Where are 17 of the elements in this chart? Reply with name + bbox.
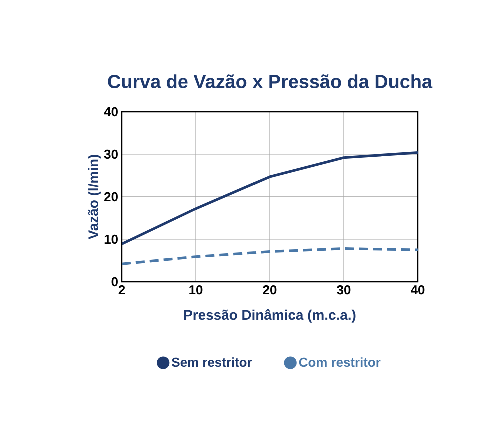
x-tick-label: 10 (190, 286, 203, 295)
y-tick-label: 30 (104, 150, 118, 160)
line-series (122, 151, 418, 246)
x-tick-label: 40 (411, 286, 425, 295)
line-series (122, 248, 418, 266)
y-tick-label: 10 (104, 234, 118, 244)
y-tick-label: 0 (112, 277, 118, 287)
legend-label: Com restritor (299, 358, 381, 368)
x-axis-title: Pressão Dinâmica (m.c.a.) (184, 310, 356, 323)
x-tick-label: 30 (337, 286, 351, 295)
y-axis-title: Vazão (l/min) (88, 155, 102, 240)
y-tick-label: 40 (104, 107, 118, 117)
x-tick-label: 20 (263, 286, 277, 295)
chart-title: Curva de Vazão x Pressão da Ducha (108, 74, 433, 88)
x-tick-label: 2 (118, 286, 126, 295)
y-tick-label: 20 (104, 192, 118, 202)
legend-label: Sem restritor (172, 358, 252, 368)
